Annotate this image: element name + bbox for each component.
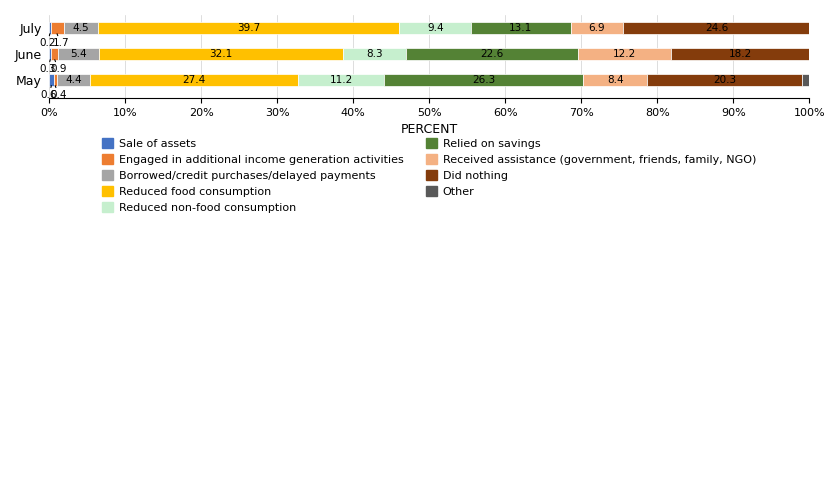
Bar [49, 22, 50, 34]
Bar [471, 22, 570, 34]
Bar [584, 74, 648, 86]
Text: 1.7: 1.7 [53, 34, 69, 49]
Bar [49, 48, 51, 60]
Bar [49, 74, 54, 86]
Text: 13.1: 13.1 [509, 23, 533, 33]
Text: 6.9: 6.9 [589, 23, 605, 33]
Text: 12.2: 12.2 [613, 49, 636, 59]
Bar [50, 22, 64, 34]
Legend: Sale of assets, Engaged in additional income generation activities, Borrowed/cre: Sale of assets, Engaged in additional in… [99, 135, 759, 216]
Text: 27.4: 27.4 [182, 75, 206, 85]
Text: 11.2: 11.2 [329, 75, 353, 85]
Text: 26.3: 26.3 [472, 75, 495, 85]
Bar [54, 74, 56, 86]
X-axis label: PERCENT: PERCENT [401, 123, 458, 136]
Bar [344, 48, 407, 60]
Bar [578, 48, 671, 60]
Text: 8.3: 8.3 [366, 49, 383, 59]
Text: 4.5: 4.5 [72, 23, 89, 33]
Bar [56, 74, 90, 86]
Bar [407, 48, 578, 60]
Text: 24.6: 24.6 [705, 23, 728, 33]
Text: 39.7: 39.7 [237, 23, 260, 33]
Text: 9.4: 9.4 [427, 23, 444, 33]
Bar [671, 48, 809, 60]
Text: 18.2: 18.2 [728, 49, 752, 59]
Bar [570, 22, 623, 34]
Text: 32.1: 32.1 [210, 49, 233, 59]
Bar [90, 74, 298, 86]
Text: 20.3: 20.3 [713, 75, 736, 85]
Bar [64, 22, 97, 34]
Bar [400, 22, 471, 34]
Bar [384, 74, 584, 86]
Bar [58, 48, 99, 60]
Bar [298, 74, 384, 86]
Text: 5.4: 5.4 [71, 49, 87, 59]
Bar [99, 48, 344, 60]
Bar [801, 74, 810, 86]
Text: 0.6: 0.6 [41, 86, 57, 100]
Text: 0.9: 0.9 [50, 60, 67, 74]
Text: 4.4: 4.4 [65, 75, 81, 85]
Text: 0.2: 0.2 [39, 34, 55, 49]
Text: 22.6: 22.6 [480, 49, 504, 59]
Bar [97, 22, 400, 34]
Bar [648, 74, 801, 86]
Text: 0.4: 0.4 [50, 86, 67, 100]
Text: 8.4: 8.4 [607, 75, 623, 85]
Bar [623, 22, 810, 34]
Bar [51, 48, 58, 60]
Text: 0.3: 0.3 [39, 60, 56, 74]
